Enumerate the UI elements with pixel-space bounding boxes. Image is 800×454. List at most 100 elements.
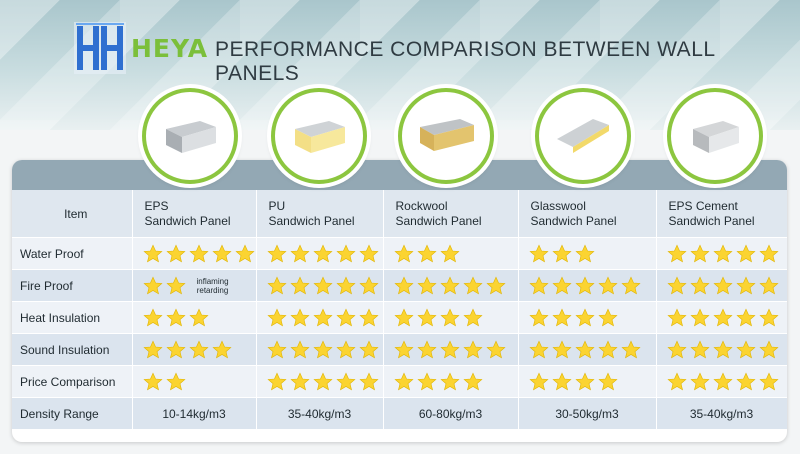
star-icon bbox=[712, 339, 733, 358]
panel-header-pu: PU Sandwich Panel bbox=[256, 190, 384, 238]
star-icon bbox=[188, 339, 209, 358]
rating-cell bbox=[256, 333, 384, 366]
star-icon bbox=[312, 243, 333, 262]
rating-cell bbox=[656, 269, 787, 302]
star-icon bbox=[574, 307, 595, 326]
star-icon bbox=[416, 275, 437, 294]
star-icon bbox=[439, 307, 460, 326]
star-icon bbox=[528, 275, 549, 294]
star-icon bbox=[416, 339, 437, 358]
star-icon bbox=[165, 275, 186, 294]
star-icon bbox=[551, 275, 572, 294]
star-icon bbox=[142, 371, 163, 390]
star-icon bbox=[289, 371, 310, 390]
star-icon bbox=[165, 339, 186, 358]
star-icon bbox=[234, 243, 255, 262]
star-icon bbox=[266, 339, 287, 358]
rating-note: inflaming retarding bbox=[196, 276, 229, 295]
table-row: Sound Insulation bbox=[12, 333, 787, 366]
table-row: Water Proof bbox=[12, 237, 787, 270]
density-value: 10-14kg/m3 bbox=[132, 397, 257, 430]
star-icon bbox=[689, 275, 710, 294]
star-icon bbox=[689, 339, 710, 358]
rating-cell bbox=[656, 301, 787, 334]
page-title: PERFORMANCE COMPARISON BETWEEN WALL PANE… bbox=[215, 38, 715, 85]
star-icon bbox=[335, 371, 356, 390]
star-icon bbox=[735, 243, 756, 262]
star-icon bbox=[689, 243, 710, 262]
star-icon bbox=[666, 243, 687, 262]
star-icon bbox=[393, 275, 414, 294]
star-icon bbox=[393, 371, 414, 390]
star-icon bbox=[597, 371, 618, 390]
star-icon bbox=[551, 371, 572, 390]
star-icon bbox=[142, 275, 163, 294]
star-icon bbox=[289, 275, 310, 294]
star-icon bbox=[289, 243, 310, 262]
star-rating bbox=[257, 334, 383, 365]
rating-cell bbox=[383, 333, 519, 366]
star-icon bbox=[462, 371, 483, 390]
star-icon bbox=[462, 339, 483, 358]
rockwool-panel-image bbox=[398, 88, 494, 184]
rating-cell bbox=[518, 301, 657, 334]
star-rating bbox=[133, 238, 256, 269]
star-icon bbox=[312, 371, 333, 390]
star-icon bbox=[551, 339, 572, 358]
rating-cell bbox=[656, 365, 787, 398]
star-icon bbox=[485, 339, 506, 358]
header-banner: HEYA PERFORMANCE COMPARISON BETWEEN WALL… bbox=[0, 0, 800, 130]
rockwool-panel-icon bbox=[420, 119, 474, 151]
star-icon bbox=[335, 307, 356, 326]
star-icon bbox=[335, 275, 356, 294]
star-icon bbox=[335, 243, 356, 262]
star-rating bbox=[384, 302, 518, 333]
star-icon bbox=[712, 243, 733, 262]
rating-cell bbox=[518, 333, 657, 366]
table-row: Price Comparison bbox=[12, 365, 787, 398]
star-icon bbox=[597, 339, 618, 358]
panel-header-rockwool: Rockwool Sandwich Panel bbox=[383, 190, 519, 238]
rating-cell bbox=[518, 365, 657, 398]
star-icon bbox=[358, 339, 379, 358]
density-row: Density Range 10-14kg/m3 35-40kg/m3 60-80kg… bbox=[12, 397, 787, 430]
star-icon bbox=[188, 243, 209, 262]
table-header-row: Item EPS Sandwich Panel PU Sandwich Panel … bbox=[12, 190, 787, 238]
rating-cell bbox=[256, 237, 384, 270]
star-icon bbox=[735, 275, 756, 294]
heya-logo-icon bbox=[74, 22, 126, 74]
star-icon bbox=[211, 339, 232, 358]
star-icon bbox=[393, 307, 414, 326]
star-icon bbox=[266, 371, 287, 390]
star-icon bbox=[165, 371, 186, 390]
star-rating bbox=[657, 238, 787, 269]
pu-panel-icon bbox=[295, 121, 345, 153]
star-rating bbox=[519, 366, 656, 397]
star-icon bbox=[574, 339, 595, 358]
star-rating bbox=[519, 270, 656, 301]
star-icon bbox=[462, 275, 483, 294]
star-icon bbox=[266, 307, 287, 326]
rating-cell bbox=[383, 365, 519, 398]
rating-cell bbox=[132, 237, 257, 270]
star-icon bbox=[142, 307, 163, 326]
star-icon bbox=[528, 371, 549, 390]
star-icon bbox=[142, 243, 163, 262]
panel-header-eps-cement: EPS Cement Sandwich Panel bbox=[656, 190, 787, 238]
rating-cell bbox=[383, 301, 519, 334]
star-icon bbox=[289, 307, 310, 326]
eps-cement-panel-image bbox=[667, 88, 763, 184]
star-icon bbox=[551, 243, 572, 262]
star-icon bbox=[188, 307, 209, 326]
star-icon bbox=[574, 275, 595, 294]
rating-cell bbox=[256, 269, 384, 302]
glasswool-panel-image bbox=[535, 88, 631, 184]
star-rating bbox=[384, 238, 518, 269]
density-value: 35-40kg/m3 bbox=[256, 397, 384, 430]
star-icon bbox=[266, 275, 287, 294]
star-icon bbox=[735, 307, 756, 326]
star-icon bbox=[758, 371, 779, 390]
eps-cement-panel-icon bbox=[693, 121, 739, 153]
star-icon bbox=[439, 243, 460, 262]
star-icon bbox=[312, 339, 333, 358]
